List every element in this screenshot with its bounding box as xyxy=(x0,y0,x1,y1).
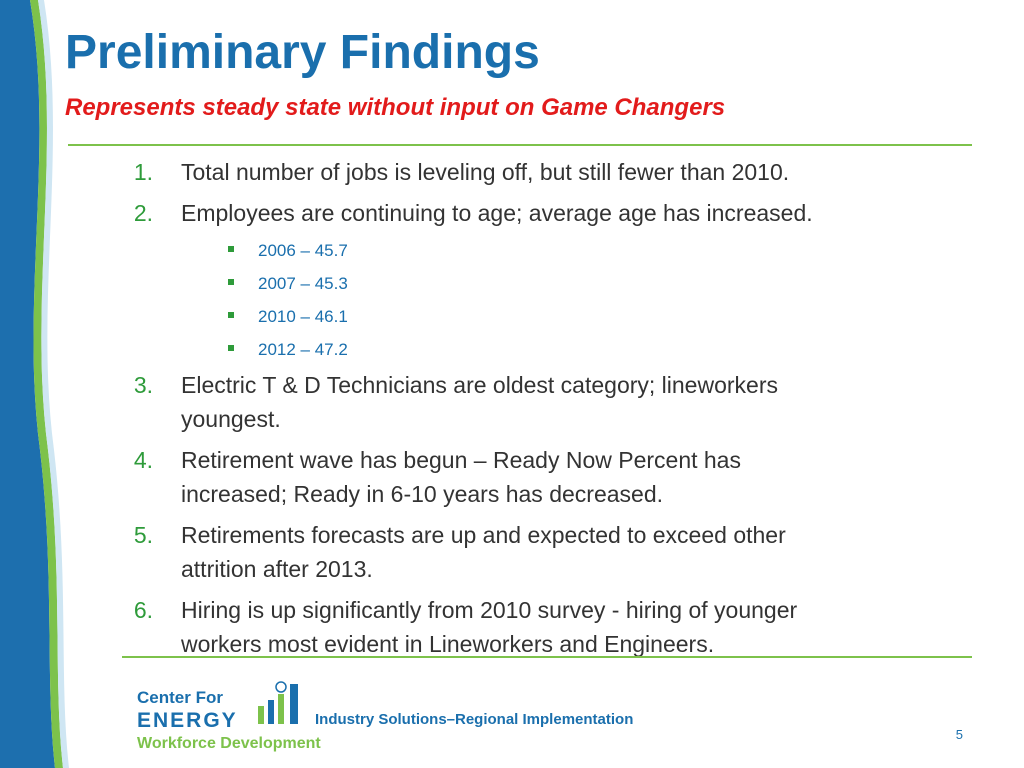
item-number: 5. xyxy=(134,522,153,548)
left-wave-light xyxy=(38,0,69,768)
item-number: 6. xyxy=(134,597,153,623)
item-list: 1. Total number of jobs is leveling off, … xyxy=(134,159,813,657)
logo-bar xyxy=(278,694,284,724)
item-number: 4. xyxy=(134,447,153,473)
item-number: 2. xyxy=(134,200,153,226)
left-wave-blue xyxy=(0,0,55,768)
logo-line: Center For xyxy=(137,688,223,707)
sub-item: 2007 – 45.3 xyxy=(258,274,348,293)
item-text: workers most evident in Lineworkers and … xyxy=(180,631,714,657)
sub-item: 2006 – 45.7 xyxy=(258,241,348,260)
logo-line: ENERGY xyxy=(137,709,238,732)
page-number: 5 xyxy=(956,727,963,742)
logo-bar xyxy=(268,700,274,724)
logo: Center For ENERGY Workforce Development … xyxy=(137,681,633,752)
logo-bar xyxy=(258,706,264,724)
item-text: Retirement wave has begun – Ready Now Pe… xyxy=(181,447,741,473)
logo-atom xyxy=(275,681,287,693)
item-text: increased; Ready in 6-10 years has decre… xyxy=(181,481,663,507)
logo-line: Workforce Development xyxy=(137,735,321,752)
logo-tagline: Industry Solutions–Regional Implementati… xyxy=(315,711,633,728)
bullet xyxy=(228,279,234,285)
sub-item: 2010 – 46.1 xyxy=(258,307,348,326)
sub-item: 2012 – 47.2 xyxy=(258,340,348,359)
item-number: 1. xyxy=(134,159,153,185)
item-text: youngest. xyxy=(181,406,281,432)
item-text: attrition after 2013. xyxy=(181,556,373,582)
item-number: 3. xyxy=(134,372,153,398)
item-text: Electric T & D Technicians are oldest ca… xyxy=(181,372,778,398)
subtitle: Represents steady state without input on… xyxy=(65,94,725,121)
left-wave-green xyxy=(30,0,63,768)
bullet xyxy=(228,246,234,252)
item-text: Total number of jobs is leveling off, bu… xyxy=(181,159,789,185)
logo-bar xyxy=(290,684,298,724)
bullet xyxy=(228,345,234,351)
item-text: Retirements forecasts are up and expecte… xyxy=(181,522,786,548)
item-text: Employees are continuing to age; average… xyxy=(181,200,813,226)
item-text: Hiring is up significantly from 2010 sur… xyxy=(181,597,798,623)
bullet xyxy=(228,312,234,318)
title: Preliminary Findings xyxy=(65,26,540,79)
